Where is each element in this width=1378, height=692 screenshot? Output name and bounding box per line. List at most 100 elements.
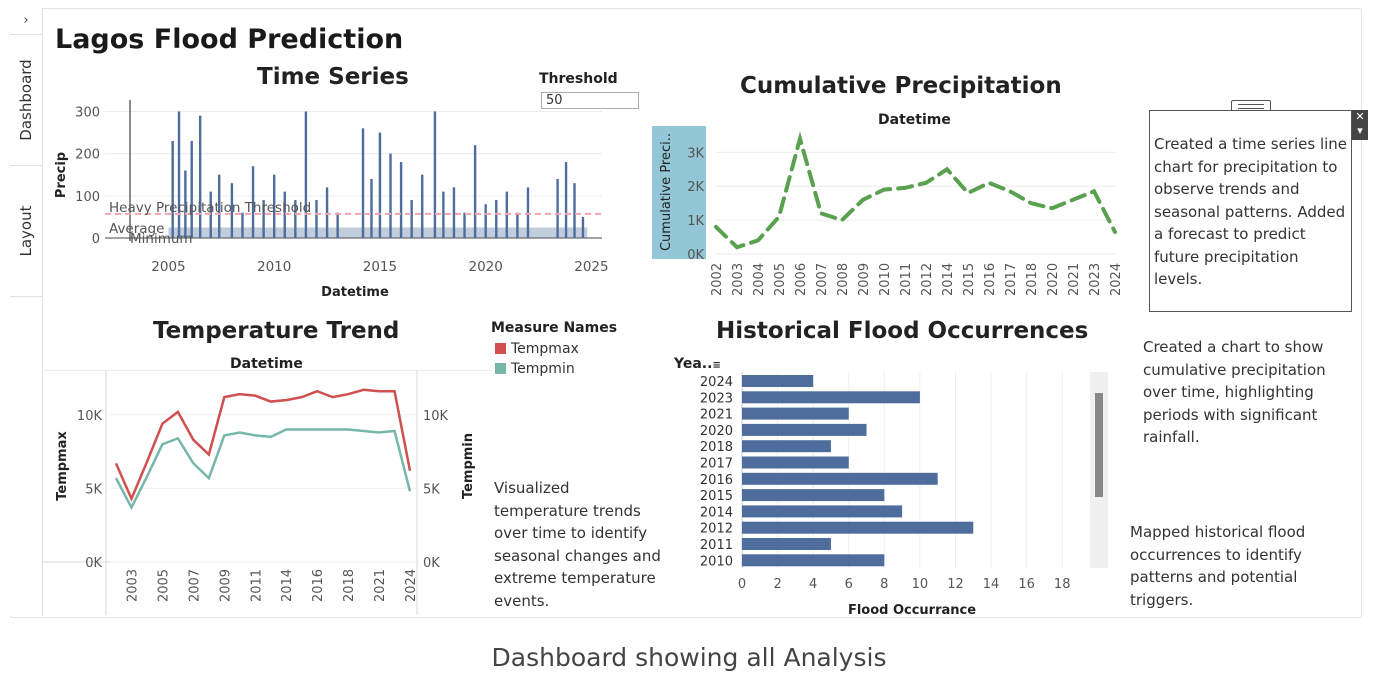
temp-x-tick: 2007 [187,569,202,602]
time-series-title: Time Series [257,64,409,90]
flood-y-tick: 2010 [700,554,733,569]
ts-bar [433,111,437,238]
threshold-input[interactable] [541,92,639,109]
flood-bar [742,440,831,453]
ts-bar [378,132,382,238]
flood-bar [742,505,903,518]
ts-bar [251,166,255,238]
cum-x-tick: 2015 [962,263,977,296]
cum-x-tick: 2024 [1109,263,1124,296]
flood-scrollbar-thumb[interactable] [1095,393,1103,497]
temp-series-line-tempmax [114,388,412,502]
flood-x-tick: 8 [880,577,888,592]
sort-icon[interactable]: ≡ [712,360,721,371]
cumulative-title: Cumulative Precipitation [740,73,1062,99]
ts-bar [241,212,244,238]
flood-bar [742,423,867,436]
threshold-label: Threshold [539,71,618,87]
ts-bar [294,200,297,238]
flood-bar [742,554,885,567]
ts-bar [473,145,477,238]
tempmax-swatch [495,343,506,354]
ts-bar [262,200,265,238]
legend-item-tempmin[interactable]: Tempmin [495,361,575,377]
ts-bar [573,183,576,238]
dashboard-title: Lagos Flood Prediction [55,24,404,55]
temp-y-tick-left: 10K [77,409,103,424]
time-series-note: Created a time series line chart for pre… [1149,110,1352,312]
flood-x-tick: 18 [1054,577,1071,592]
flood-bar [742,456,849,469]
ts-y-tick: 100 [75,190,100,205]
ts-y-tick: 200 [75,148,100,163]
cum-x-tick: 2014 [941,263,956,296]
chevron-right-icon[interactable]: › [10,8,42,35]
cum-x-tick: 2002 [710,263,725,296]
flood-x-tick: 10 [912,577,929,592]
caption: Dashboard showing all Analysis [491,643,887,672]
ts-x-tick: 2010 [257,259,291,275]
temp-y-axis-label-right: Tempmin [461,433,476,499]
ts-bar [516,212,519,238]
cum-x-tick: 2005 [773,263,788,296]
ts-bar [190,140,193,238]
temp-x-tick: 2021 [373,569,388,602]
cum-x-tick: 2020 [1046,263,1061,296]
flood-y-tick: 2020 [700,424,733,439]
tab-layout[interactable]: Layout [10,166,42,297]
ts-y-tick: 300 [75,105,100,120]
legend-item-tempmax[interactable]: Tempmax [495,341,579,357]
temp-y-tick-right: 10K [423,409,449,424]
flood-x-tick: 2 [773,577,781,592]
ts-bar [495,200,498,238]
cum-x-tick: 2009 [857,263,872,296]
cumulative-chart: Cumulative Preci.. 0K 1K 2K 3K 2002 2003 2004 20… [652,126,1124,296]
ts-bar [556,178,559,238]
cum-x-tick: 2008 [836,263,851,296]
temp-y-tick-right: 5K [423,482,440,497]
ts-bar [581,216,585,238]
temperature-note: Visualized temperature trends over time … [494,479,661,610]
sidebar: › Dashboard Layout [10,8,43,616]
flood-x-axis-label: Flood Occurrance [848,603,976,618]
close-icon[interactable]: ✕ ▾ [1352,110,1368,140]
ts-x-tick: 2015 [363,259,397,275]
flood-bar [742,375,814,387]
flood-bar [742,472,938,485]
temp-x-tick: 2009 [218,569,233,602]
temp-series-line-tempmin [114,428,412,511]
ts-bar [399,162,403,238]
legend-title: Measure Names [491,320,618,336]
ts-annotation-threshold: Heavy Precipitation Threshold [109,200,311,216]
cum-x-tick: 2018 [1025,263,1040,296]
ts-bar [325,187,329,238]
flood-title: Historical Flood Occurrences [716,318,1089,344]
temp-x-tick: 2005 [156,569,171,602]
flood-y-tick: 2011 [700,538,733,553]
ts-bar [315,200,318,238]
cum-y-tick: 0K [687,248,704,263]
flood-x-tick: 14 [983,577,1000,592]
temperature-title: Temperature Trend [153,318,400,344]
cum-x-tick: 2017 [1004,263,1019,296]
ts-bar [177,111,181,238]
cum-y-tick: 2K [687,180,704,195]
tab-layout-label: Layout [17,205,35,257]
ts-bar [442,191,445,238]
cum-x-tick: 2006 [794,263,809,296]
flood-y-tick: 2017 [700,457,733,472]
cum-x-tick: 2003 [731,263,746,296]
cumulative-top-axis-label: Datetime [878,112,951,128]
flood-y-tick: 2018 [700,440,733,455]
flood-bar [742,407,849,420]
tab-dashboard[interactable]: Dashboard [10,35,42,166]
ts-bar [184,170,187,238]
cumulative-note: Created a chart to show cumulative preci… [1143,338,1326,446]
temp-y-tick-left: 0K [85,556,102,571]
ts-bar [336,212,339,238]
cum-x-tick: 2023 [1088,263,1103,296]
flood-y-tick: 2016 [700,473,733,488]
flood-y-tick: 2012 [700,522,733,537]
flood-year-header[interactable]: Yea..≡ [674,356,721,372]
ts-x-tick: 2025 [574,259,608,275]
